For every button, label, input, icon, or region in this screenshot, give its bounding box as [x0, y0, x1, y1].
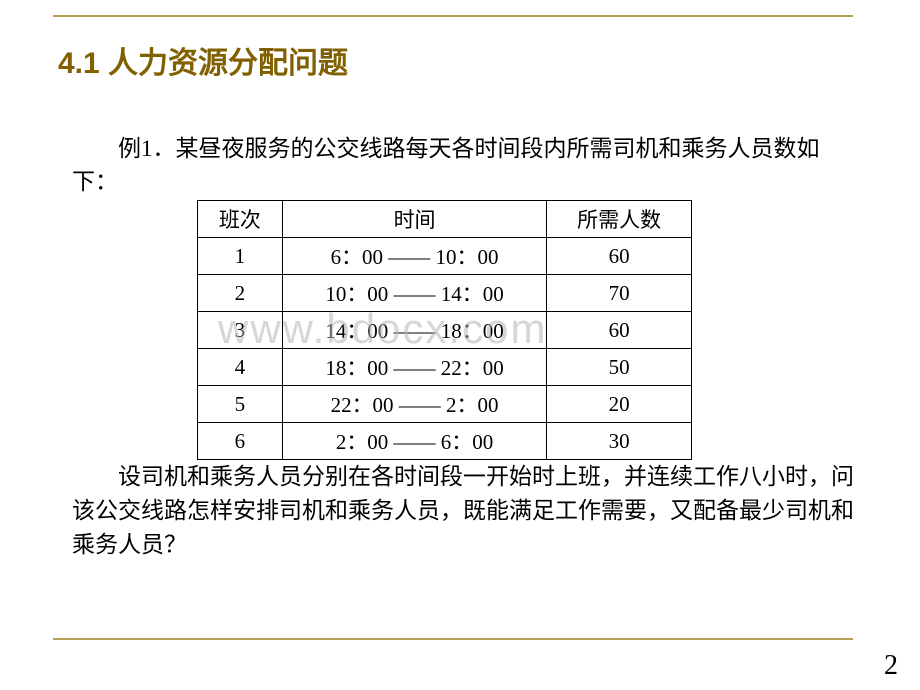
table-row: 3 14：00 —— 18：00 60: [198, 312, 692, 349]
cell-count: 60: [547, 312, 692, 349]
table-row: 6 2：00 —— 6：00 30: [198, 423, 692, 460]
table-row: 4 18：00 —— 22：00 50: [198, 349, 692, 386]
cell-shift: 3: [198, 312, 283, 349]
problem-description: 设司机和乘务人员分别在各时间段一开始时上班，并连续工作八小时，问该公交线路怎样安…: [72, 460, 862, 562]
bottom-accent-line: [53, 638, 853, 640]
header-time: 时间: [282, 201, 546, 238]
cell-time: 10：00 —— 14：00: [282, 275, 546, 312]
cell-time: 18：00 —— 22：00: [282, 349, 546, 386]
cell-count: 70: [547, 275, 692, 312]
example-intro: 例1．某昼夜服务的公交线路每天各时间段内所需司机和乘务人员数如下：: [72, 132, 862, 199]
cell-shift: 2: [198, 275, 283, 312]
header-count: 所需人数: [547, 201, 692, 238]
table-row: 2 10：00 —— 14：00 70: [198, 275, 692, 312]
table-row: 1 6：00 —— 10：00 60: [198, 238, 692, 275]
cell-count: 50: [547, 349, 692, 386]
schedule-table: 班次 时间 所需人数 1 6：00 —— 10：00 60 2 10：00 ——…: [197, 200, 692, 460]
page-number: 2: [884, 650, 898, 682]
cell-shift: 5: [198, 386, 283, 423]
cell-time: 6：00 —— 10：00: [282, 238, 546, 275]
cell-time: 14：00 —— 18：00: [282, 312, 546, 349]
cell-time: 2：00 —— 6：00: [282, 423, 546, 460]
top-accent-line: [53, 15, 853, 17]
header-shift: 班次: [198, 201, 283, 238]
cell-count: 30: [547, 423, 692, 460]
cell-count: 20: [547, 386, 692, 423]
section-title: 4.1 人力资源分配问题: [58, 38, 348, 82]
cell-shift: 1: [198, 238, 283, 275]
cell-count: 60: [547, 238, 692, 275]
cell-shift: 4: [198, 349, 283, 386]
table-row: 5 22：00 —— 2：00 20: [198, 386, 692, 423]
schedule-table-container: 班次 时间 所需人数 1 6：00 —— 10：00 60 2 10：00 ——…: [197, 200, 692, 460]
cell-shift: 6: [198, 423, 283, 460]
table-header-row: 班次 时间 所需人数: [198, 201, 692, 238]
cell-time: 22：00 —— 2：00: [282, 386, 546, 423]
